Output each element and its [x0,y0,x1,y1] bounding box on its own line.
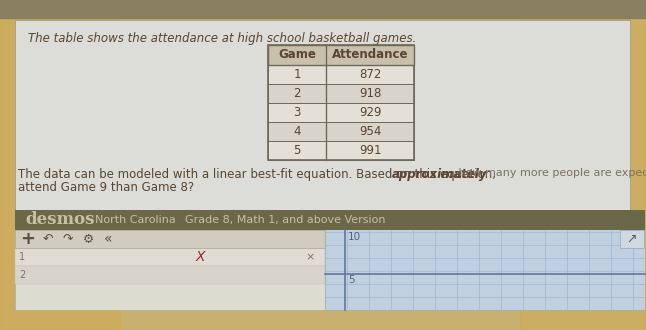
Text: 3: 3 [293,106,300,119]
Bar [268,45,414,65]
Bar [268,45,414,160]
Bar [520,18,646,330]
Text: Attendance: Attendance [332,49,408,61]
Text: 2: 2 [19,270,25,280]
Bar [268,65,414,84]
Text: 1: 1 [19,252,25,262]
Text: The table shows the attendance at high school basketball games.: The table shows the attendance at high s… [28,32,417,45]
Bar [268,84,414,103]
Bar [268,141,414,160]
Text: 929: 929 [359,106,381,119]
Text: 991: 991 [359,144,381,157]
Text: ↶: ↶ [43,233,53,246]
Bar [0,18,120,330]
Text: X: X [195,250,205,264]
Text: ⚙: ⚙ [83,233,94,246]
Text: 5: 5 [348,275,355,285]
Text: 954: 954 [359,125,381,138]
Text: «: « [104,232,112,246]
Bar [0,0,646,18]
Text: Grade 8, Math 1, and above Version: Grade 8, Math 1, and above Version [185,215,386,225]
Text: 5: 5 [293,144,300,157]
Text: 2: 2 [293,87,301,100]
Text: 918: 918 [359,87,381,100]
Text: +: + [21,230,36,248]
Text: North Carolina: North Carolina [95,215,176,225]
Text: ↷: ↷ [63,233,73,246]
Text: how many more people are expected to: how many more people are expected to [455,168,646,178]
Text: approximately: approximately [392,168,488,181]
Text: Game: Game [278,49,316,61]
Bar [15,230,325,248]
Bar [15,230,645,310]
Text: 10: 10 [348,232,361,242]
Bar [15,210,645,230]
Text: desmos: desmos [25,212,94,228]
Bar [15,266,325,284]
Text: ×: × [306,252,315,262]
Text: 4: 4 [293,125,301,138]
Bar [268,103,414,122]
Text: 1: 1 [293,68,301,81]
Bar [268,122,414,141]
Bar [15,230,325,310]
Text: The data can be modeled with a linear best-fit equation. Based on this equation,: The data can be modeled with a linear be… [18,168,500,181]
Text: 872: 872 [359,68,381,81]
Bar [15,248,325,266]
Text: attend Game 9 than Game 8?: attend Game 9 than Game 8? [18,181,194,194]
Text: ↗: ↗ [627,233,637,246]
Bar [15,20,630,215]
Bar [620,230,644,248]
